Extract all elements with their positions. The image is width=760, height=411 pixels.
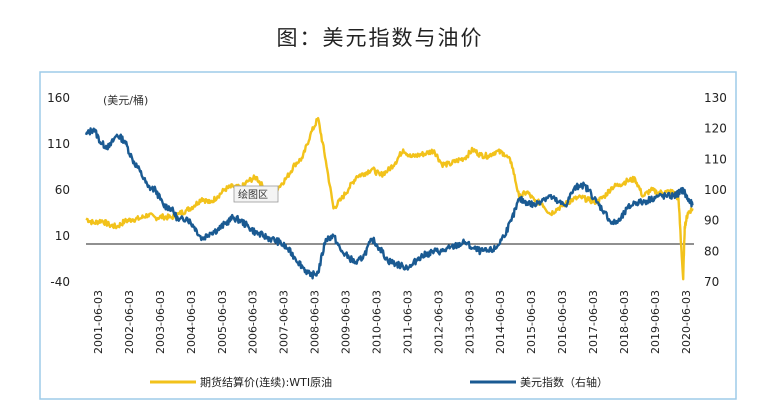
x-tick-label: 2005-06-03 <box>216 290 229 354</box>
y-right-tick-label: 80 <box>704 244 719 258</box>
y-left-axis: 160 110 60 10 -40 <box>47 91 70 289</box>
x-tick-label: 2020-06-03 <box>680 290 693 354</box>
series-layer <box>84 117 694 281</box>
unit-label: (美元/桶) <box>103 93 148 107</box>
x-tick-label: 2010-06-03 <box>370 290 383 354</box>
x-tick-label: 2006-06-03 <box>247 290 260 354</box>
zoom-hint: 绘图区 <box>233 185 279 203</box>
x-tick-label: 2015-06-03 <box>525 290 538 354</box>
x-tick-label: 2003-06-03 <box>154 290 167 354</box>
y-right-tick-label: 110 <box>704 152 727 166</box>
x-tick-label: 2008-06-03 <box>309 290 322 354</box>
legend-label-dollar: 美元指数（右轴） <box>520 375 608 389</box>
y-left-tick-label: 160 <box>47 91 70 105</box>
y-right-axis: 130 120 110 100 90 80 70 <box>704 91 727 289</box>
x-tick-label: 2013-06-03 <box>463 290 476 354</box>
y-left-tick-label: 10 <box>55 229 70 243</box>
x-tick-label: 2016-06-03 <box>556 290 569 354</box>
x-tick-label: 2019-06-03 <box>649 290 662 354</box>
x-tick-label: 2011-06-03 <box>401 290 414 354</box>
x-tick-label: 2017-06-03 <box>587 290 600 354</box>
y-right-tick-label: 120 <box>704 122 727 136</box>
page-title: 图：美元指数与油价 <box>276 26 484 50</box>
y-left-tick-label: 60 <box>55 183 70 197</box>
zoom-hint-label: 绘图区 <box>238 188 268 201</box>
chart-border <box>39 71 737 400</box>
y-right-tick-label: 70 <box>704 275 719 289</box>
y-right-tick-label: 100 <box>704 183 727 197</box>
x-tick-label: 2014-06-03 <box>494 290 507 354</box>
x-tick-label: 2004-06-03 <box>185 290 198 354</box>
x-tick-label: 2012-06-03 <box>432 290 445 354</box>
x-tick-label: 2002-06-03 <box>123 290 136 354</box>
y-right-tick-label: 90 <box>704 214 719 228</box>
y-left-tick-label: -40 <box>50 275 70 289</box>
x-tick-label: 2007-06-03 <box>278 290 291 354</box>
legend-label-oil: 期货结算价(连续):WTI原油 <box>200 375 332 389</box>
y-left-tick-label: 110 <box>47 137 70 151</box>
x-axis: 2001-06-03 2002-06-03 2003-06-03 2004-06-03… <box>92 290 693 354</box>
series-line-dollar <box>84 127 694 280</box>
x-tick-label: 2001-06-03 <box>92 290 105 354</box>
y-right-tick-label: 130 <box>704 91 727 105</box>
series-line-oil <box>85 117 694 281</box>
x-tick-label: 2018-06-03 <box>618 290 631 354</box>
x-tick-label: 2009-06-03 <box>340 290 353 354</box>
legend: 期货结算价(连续):WTI原油 美元指数（右轴） <box>150 375 608 389</box>
